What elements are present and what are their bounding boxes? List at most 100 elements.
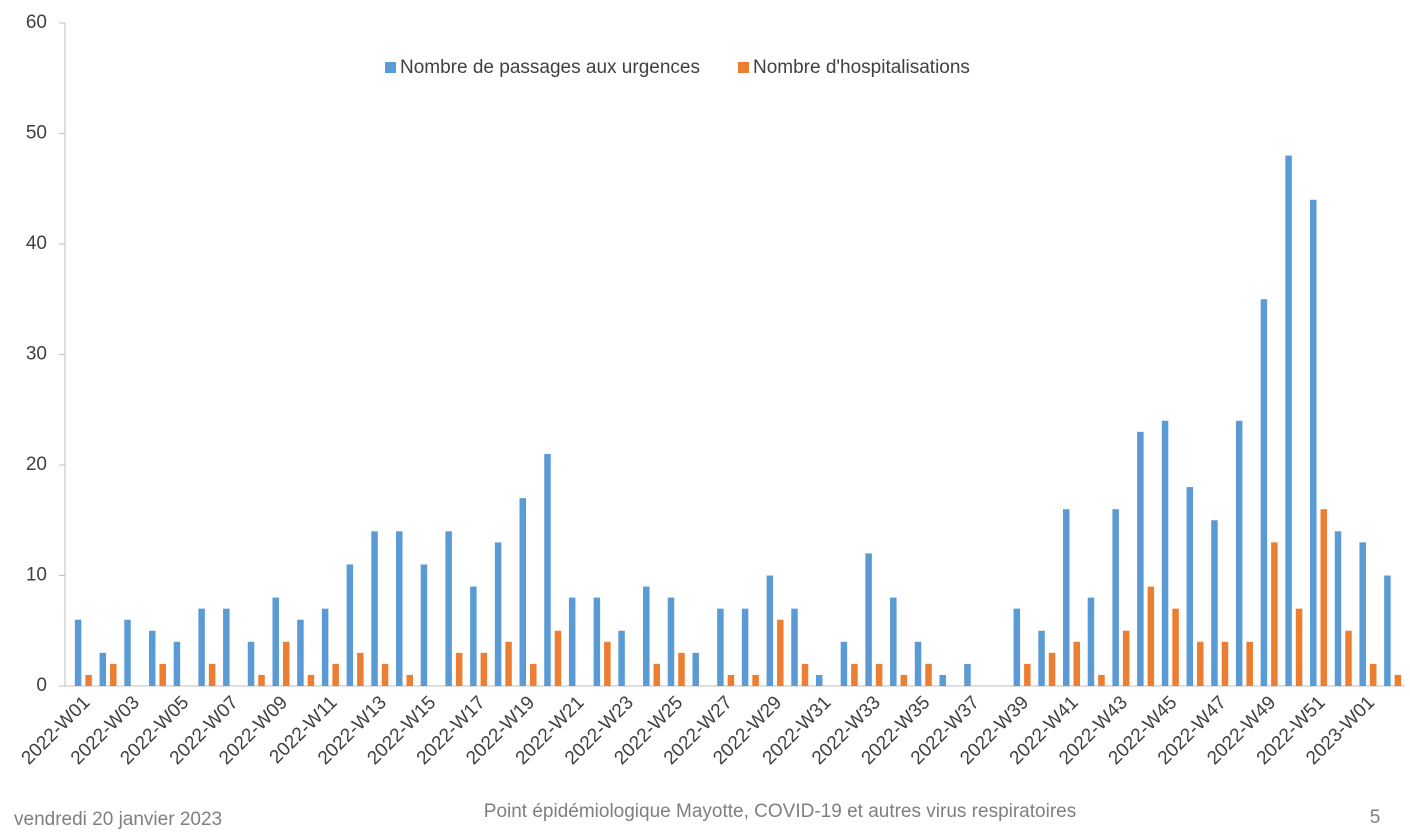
bar <box>247 641 255 686</box>
bar <box>1246 641 1253 686</box>
bar <box>1334 531 1342 686</box>
bar <box>519 498 527 686</box>
bar <box>643 586 650 686</box>
footer-date: vendredi 20 janvier 2023 <box>14 809 222 830</box>
bar <box>406 674 413 686</box>
bar <box>1038 630 1045 686</box>
bar <box>159 663 166 686</box>
bar <box>568 597 576 686</box>
bar <box>752 674 759 686</box>
bar <box>1260 299 1268 686</box>
bar <box>420 564 428 686</box>
bar <box>840 641 848 686</box>
legend-label: Nombre de passages aux urgences <box>400 57 700 78</box>
bar <box>223 608 230 686</box>
bar <box>1271 542 1278 686</box>
bar <box>530 663 537 686</box>
bar <box>1369 663 1377 686</box>
bar <box>1137 431 1144 686</box>
legend-swatch <box>737 62 749 73</box>
bar <box>282 641 290 686</box>
bar <box>717 608 724 686</box>
bar <box>307 674 315 686</box>
bar <box>321 608 329 686</box>
bar <box>791 608 798 686</box>
bar <box>110 663 117 686</box>
bar <box>1186 487 1194 686</box>
bar <box>208 663 216 686</box>
bar <box>692 652 699 686</box>
bar <box>1285 155 1292 687</box>
bar <box>1359 542 1366 686</box>
page-number: 5 <box>1370 807 1381 828</box>
bar <box>925 663 932 686</box>
bar <box>1235 420 1243 686</box>
bar <box>1211 520 1218 686</box>
y-tick-label: 60 <box>26 12 47 33</box>
bar <box>396 531 403 686</box>
y-tick-label: 10 <box>26 565 47 586</box>
bar <box>815 674 823 686</box>
bar <box>74 619 82 686</box>
bar <box>604 641 611 686</box>
bar <box>1172 608 1179 686</box>
bar <box>346 564 354 686</box>
y-tick-label: 0 <box>36 675 47 696</box>
bar <box>470 586 477 686</box>
bar <box>777 619 784 686</box>
bar <box>1122 630 1130 686</box>
bar <box>1197 641 1204 686</box>
bar <box>1384 575 1391 686</box>
bar <box>851 663 858 686</box>
y-tick-label: 50 <box>26 123 47 144</box>
bar <box>1013 608 1021 686</box>
bar <box>914 641 922 686</box>
bar <box>1394 674 1402 686</box>
bar <box>875 663 883 686</box>
bar <box>678 652 685 686</box>
bar <box>727 674 735 686</box>
bar <box>667 597 675 686</box>
bar <box>964 663 971 686</box>
bar <box>939 674 946 686</box>
legend-swatch <box>385 62 396 73</box>
bar <box>1320 509 1328 686</box>
bar <box>332 663 339 686</box>
bar <box>618 630 625 686</box>
bar <box>494 542 502 686</box>
bar <box>1048 652 1056 686</box>
bar <box>505 641 512 686</box>
y-tick-label: 20 <box>26 454 47 475</box>
y-tick-label: 40 <box>26 233 47 254</box>
bar <box>766 575 774 686</box>
bar <box>198 608 205 686</box>
bar <box>593 597 601 686</box>
bar <box>1024 663 1031 686</box>
bar <box>1063 509 1070 686</box>
bar <box>85 674 92 686</box>
bar <box>900 674 908 686</box>
bar <box>1098 674 1105 686</box>
bar <box>653 663 661 686</box>
bar <box>1345 630 1352 686</box>
bar <box>1112 509 1119 686</box>
bar <box>1295 608 1303 686</box>
legend-label: Nombre d'hospitalisations <box>753 57 970 78</box>
bar <box>357 652 364 686</box>
bar <box>173 641 181 686</box>
bar <box>371 531 378 686</box>
bar <box>544 453 551 686</box>
bar <box>445 531 452 686</box>
bar <box>258 674 265 686</box>
bar <box>801 663 809 686</box>
bar <box>148 630 156 686</box>
bar <box>1087 597 1095 686</box>
bar <box>480 652 488 686</box>
bar <box>124 619 131 686</box>
bar <box>741 608 749 686</box>
bar <box>890 597 897 686</box>
bar <box>1147 586 1155 686</box>
bar <box>381 663 389 686</box>
y-tick-label: 30 <box>26 344 47 365</box>
